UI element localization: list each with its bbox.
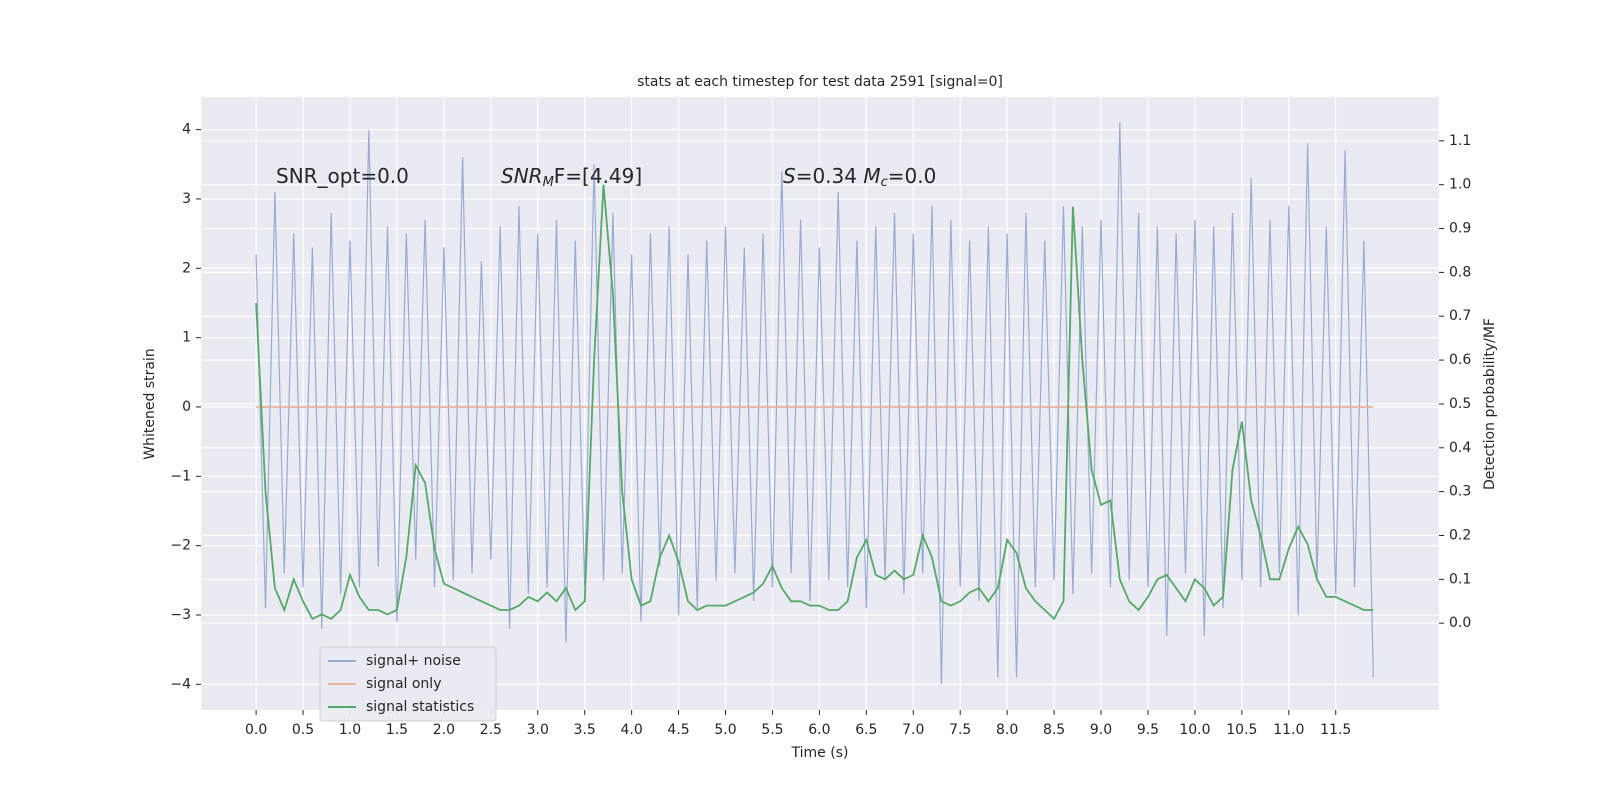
x-axis-label: Time (s) [791, 745, 849, 761]
y-tick-label: −2 [170, 538, 191, 554]
x-tick-label: 3.0 [527, 722, 549, 738]
y2-axis-label: Detection probability/MF [1482, 318, 1498, 490]
y-axis-label: Whitened strain [142, 348, 158, 459]
y2-tick-label: 0.6 [1449, 352, 1471, 368]
x-tick-label: 11.5 [1320, 722, 1351, 738]
y-tick-label: −1 [170, 468, 191, 484]
y-tick-label: 4 [182, 122, 191, 138]
legend-label: signal+ noise [366, 653, 461, 669]
series-line [255, 184, 1374, 621]
y2-tick-label: 0.0 [1449, 615, 1471, 631]
legend: signal+ noise signal only signal statistic… [319, 646, 497, 722]
annotation-part: F=[4.49] [554, 164, 642, 188]
y-tick-label: 2 [182, 260, 191, 276]
x-tick-label: 7.0 [902, 722, 924, 738]
annotation-part: =0.34 [796, 164, 864, 188]
y2-tick-label: 0.8 [1449, 264, 1471, 280]
chart-title: stats at each timestep for test data 259… [637, 74, 1003, 90]
y-tick-label: 3 [182, 191, 191, 207]
annotation-part: =0.0 [888, 164, 937, 188]
y2-tick-label: 0.4 [1449, 440, 1471, 456]
y-tick-label: −3 [170, 607, 191, 623]
annotation-part: M [543, 175, 554, 190]
grid [201, 97, 1439, 710]
y2-tick-label: 1.0 [1449, 177, 1471, 193]
x-tick-label: 0.0 [245, 722, 267, 738]
x-tick-label: 1.5 [386, 722, 408, 738]
x-tick-label: 4.0 [620, 722, 642, 738]
annotation-part: SNR [501, 164, 543, 188]
annotation: S=0.34 Mc=0.0 [783, 164, 936, 190]
legend-label: signal only [366, 676, 441, 692]
x-tick-label: 11.0 [1273, 722, 1304, 738]
x-tick-label: 9.5 [1137, 722, 1159, 738]
x-tick-label: 2.0 [433, 722, 455, 738]
y-tick-label: 1 [182, 330, 191, 346]
x-tick-label: 7.5 [949, 722, 971, 738]
x-tick-label: 5.5 [761, 722, 783, 738]
annotation-part: M [863, 164, 880, 188]
annotation-part: c [881, 175, 888, 190]
y2-tick-label: 0.7 [1449, 308, 1471, 324]
annotation: SNRMF=[4.49] [501, 164, 642, 190]
x-tick-label: 4.5 [667, 722, 689, 738]
x-tick-label: 6.0 [808, 722, 830, 738]
y-tick-label: 0 [182, 399, 191, 415]
x-tick-label: 10.0 [1179, 722, 1210, 738]
x-tick-label: 9.0 [1090, 722, 1112, 738]
x-tick-label: 2.5 [480, 722, 502, 738]
y2-tick-label: 0.1 [1449, 571, 1471, 587]
annotation-part: S [783, 164, 796, 188]
x-tick-label: 3.5 [574, 722, 596, 738]
x-tick-label: 1.0 [339, 722, 361, 738]
annotation: SNR_opt=0.0 [276, 164, 409, 188]
y2-tick-label: 0.5 [1449, 396, 1471, 412]
annotation-part: SNR_opt=0.0 [276, 164, 409, 188]
y-tick-label: −4 [170, 676, 191, 692]
legend-label: signal statistics [366, 699, 474, 715]
x-tick-label: 0.5 [292, 722, 314, 738]
x-tick-label: 8.0 [996, 722, 1018, 738]
y2-tick-label: 0.2 [1449, 527, 1471, 543]
series-line [255, 122, 1374, 685]
legend-box [319, 646, 497, 722]
y2-tick-label: 0.9 [1449, 221, 1471, 237]
y2-tick-label: 0.3 [1449, 484, 1471, 500]
y2-tick-label: 1.1 [1449, 133, 1471, 149]
x-tick-label: 10.5 [1226, 722, 1257, 738]
x-tick-label: 8.5 [1043, 722, 1065, 738]
x-tick-label: 5.0 [714, 722, 736, 738]
x-tick-label: 6.5 [855, 722, 877, 738]
